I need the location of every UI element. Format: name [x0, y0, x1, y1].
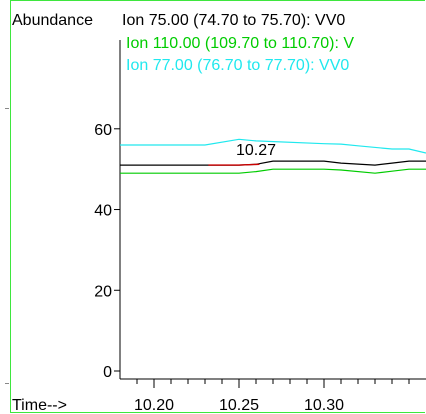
- series-line: [120, 160, 426, 166]
- legend-entry: Ion 110.00 (109.70 to 110.70): V: [126, 35, 354, 52]
- peak-label: 10.27: [236, 142, 276, 159]
- x-axis-title: Time-->: [12, 397, 67, 414]
- y-axis-title: Abundance: [12, 12, 93, 29]
- y-tick-label: 40: [94, 203, 112, 220]
- series-line: [120, 138, 426, 154]
- x-tick-label: 10.20: [134, 397, 174, 414]
- peak-segment-line: [208, 163, 260, 166]
- y-tick-label: 20: [94, 283, 112, 300]
- series-line: [120, 168, 426, 174]
- legend-entry: Ion 77.00 (76.70 to 77.70): VV0: [126, 57, 349, 74]
- y-tick-label: 0: [103, 364, 112, 381]
- legend-entry: Ion 75.00 (74.70 to 75.70): VV0: [122, 12, 345, 29]
- y-tick-label: 60: [94, 122, 112, 139]
- frame-edge-tick: [5, 383, 9, 384]
- frame-edge-tick: [5, 108, 9, 109]
- x-tick-label: 10.30: [304, 397, 344, 414]
- chart-frame: [10, 0, 425, 413]
- x-tick-label: 10.25: [219, 397, 259, 414]
